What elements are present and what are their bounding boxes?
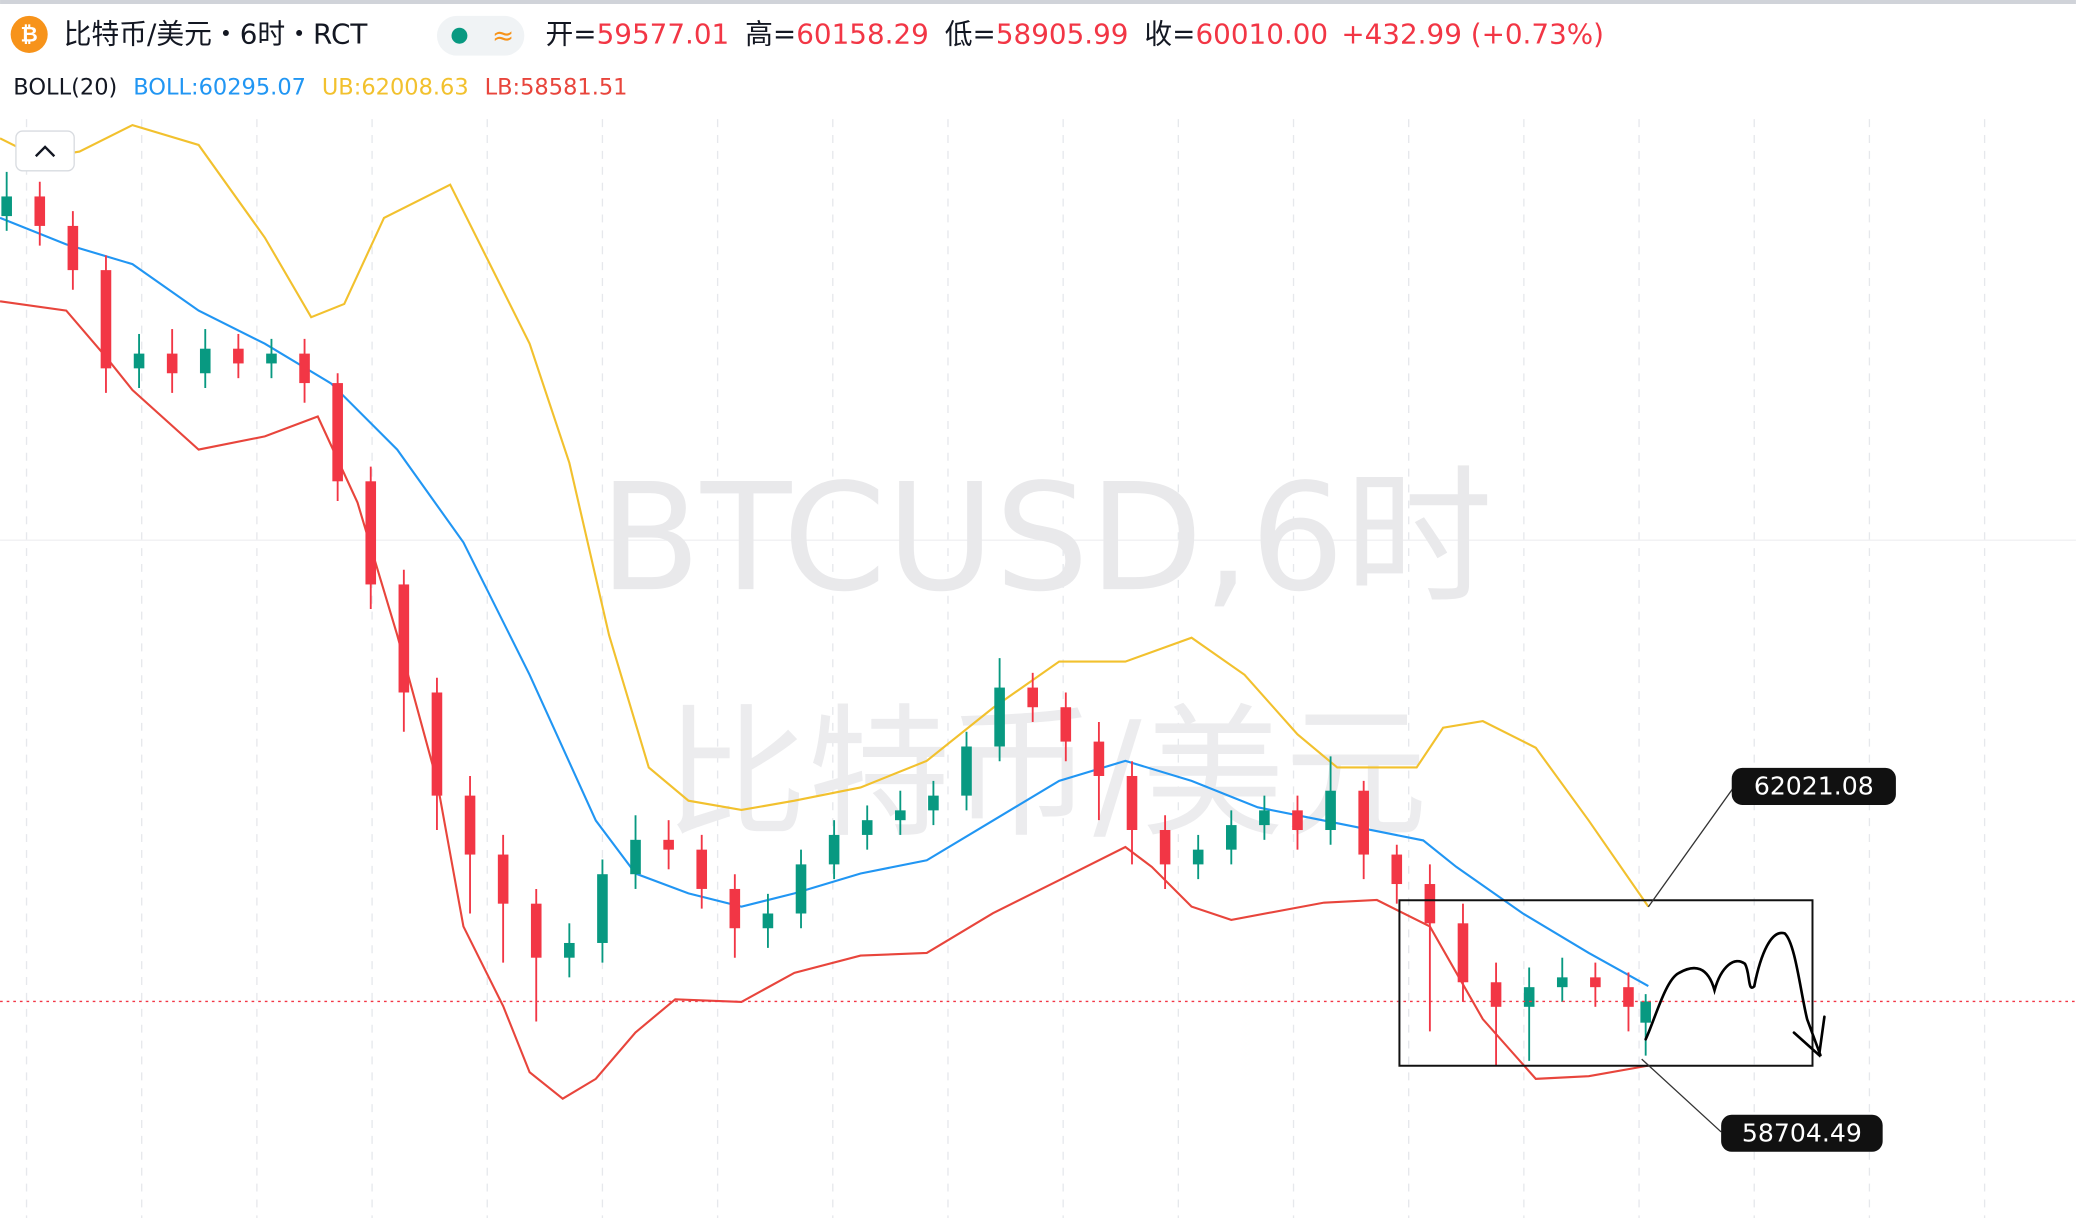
legend-entry: UB:62008.63: [322, 74, 469, 100]
grid: [0, 119, 2076, 1218]
candle-body: [994, 687, 1005, 747]
candle-body: [828, 834, 840, 865]
candle-body: [597, 874, 608, 943]
candle-body: [729, 888, 741, 929]
candle-body: [696, 849, 708, 889]
candle-body: [1457, 923, 1469, 983]
legend-entry: LB:58581.51: [485, 74, 628, 100]
legend-entry: BOLL:60295.07: [133, 74, 306, 100]
collapse-button[interactable]: [15, 130, 75, 172]
candle-body: [299, 353, 310, 384]
status-pill: [436, 15, 525, 56]
candle-body: [1225, 825, 1237, 850]
bitcoin-icon-glyph: ₿: [21, 22, 38, 47]
candle-body: [564, 942, 575, 958]
indicator-name: BOLL(20): [13, 74, 117, 100]
candle-body: [1391, 854, 1403, 885]
candle-body: [961, 746, 972, 796]
ohlc-label: 低=: [945, 18, 996, 51]
candle-body: [67, 225, 79, 271]
candle-body: [266, 353, 277, 364]
ohlc-legend: 开=59577.01 高=60158.29 低=58905.99 收=60010.00…: [546, 18, 1605, 51]
ohlc-label: 高=: [745, 18, 796, 51]
candle-body: [233, 348, 244, 364]
candle-body: [795, 864, 807, 914]
candle-body: [1640, 1001, 1651, 1023]
hand-drawing: [1644, 931, 1826, 1058]
candle-body: [663, 839, 674, 850]
candle-body: [1027, 687, 1038, 708]
candle-body: [1159, 830, 1171, 865]
ohlc-label: 开=: [546, 18, 597, 51]
ohlc-value: 60158.29: [796, 18, 929, 51]
candle-body: [1192, 849, 1204, 865]
candle-body: [133, 353, 145, 369]
annotation-box: [1398, 899, 1814, 1067]
price-label: 62021.08: [1754, 772, 1874, 801]
candle-body: [1060, 707, 1072, 742]
watermark-ticker: BTCUSD,6时: [599, 451, 1493, 624]
change-value: +432.99 (+0.73%): [1341, 18, 1604, 51]
ohlc-label: 收=: [1144, 18, 1195, 51]
candle-body: [630, 839, 641, 875]
ohlc-value: 59577.01: [597, 18, 730, 51]
candle-body: [1623, 987, 1634, 1007]
candle-body: [431, 692, 443, 796]
candle-body: [928, 795, 939, 811]
ohlc-value: 58905.99: [996, 18, 1129, 51]
bollinger-line: [0, 300, 1649, 1101]
plot-area: [0, 123, 2076, 1101]
candle-body: [1, 196, 12, 217]
bitcoin-icon: [10, 15, 48, 53]
candle-body: [166, 353, 178, 374]
watermark-name: 比特币/美元: [664, 690, 1427, 857]
candle-body: [1093, 741, 1105, 776]
indicator-legend: BOLL(20) BOLL:60295.07 UB:62008.63 LB:58581…: [13, 74, 627, 100]
candle-body: [1292, 810, 1303, 831]
callout-line: [1647, 786, 1735, 908]
candle-body: [497, 854, 509, 904]
candle-body: [100, 270, 112, 369]
candle-body: [1590, 977, 1601, 988]
candle-body: [530, 903, 542, 958]
bollinger-line: [0, 123, 1650, 908]
symbol-title: 比特币/美元・6时・RCT: [64, 18, 369, 51]
candle-body: [1259, 810, 1270, 826]
price-label-box: [1731, 767, 1896, 805]
candle-body: [1325, 790, 1336, 831]
candle-body: [34, 196, 46, 226]
status-icon: ≈: [492, 21, 514, 52]
price-label: 58704.49: [1742, 1119, 1862, 1148]
callout-line: [1641, 1058, 1722, 1133]
candle-body: [1358, 790, 1369, 855]
candle-body: [332, 383, 343, 482]
candle-body: [199, 348, 211, 374]
candle-body: [895, 810, 906, 821]
candle-body: [398, 584, 410, 693]
candle-body: [464, 795, 476, 855]
candle-body: [1556, 977, 1568, 988]
candle-body: [1523, 987, 1535, 1007]
candle-body: [365, 481, 377, 585]
candle-body: [861, 820, 873, 835]
market-status-dot: [451, 27, 468, 44]
candle-body: [762, 913, 774, 929]
ohlc-value: 60010.00: [1195, 18, 1328, 51]
chevron-up: [34, 145, 56, 158]
bollinger-line: [0, 216, 1649, 987]
candle-body: [1126, 775, 1138, 831]
candle-body: [1424, 884, 1436, 924]
price-label-box: [1721, 1114, 1883, 1152]
candle-body: [1490, 982, 1502, 1007]
